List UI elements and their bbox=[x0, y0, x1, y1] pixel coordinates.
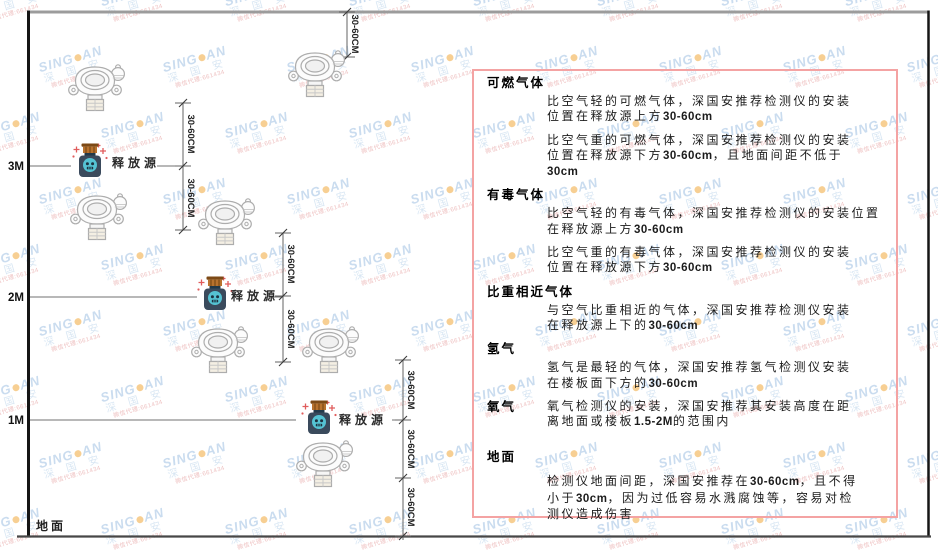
panel-section: 比重相近气体与空气比重相近的气体，深国安推荐检测仪安装 在释放源上下的30-60c… bbox=[474, 284, 896, 335]
section-heading: 有毒气体 bbox=[487, 188, 546, 203]
gas-detector-icon bbox=[288, 50, 345, 98]
info-panel: 可燃气体 比空气轻的可燃气体，深国安推荐检测仪的安装 位置在释放源上方30-60cm… bbox=[472, 69, 898, 521]
dimension-label: 30-60CM bbox=[185, 114, 196, 153]
dimension-label: 30-60CM bbox=[405, 370, 416, 409]
dimension-label: 30-60CM bbox=[285, 309, 296, 348]
section-paragraph: 比空气轻的可燃气体，深国安推荐检测仪的安装 位置在释放源上方30-60cm bbox=[547, 94, 852, 124]
section-paragraph: 比空气轻的有毒气体，深国安推荐检测仪的安装位置 在释放源上方30-60cm bbox=[547, 206, 881, 236]
gas-detector-icon bbox=[70, 193, 128, 241]
section-paragraph: 与空气比重相近的气体，深国安推荐检测仪安装 在释放源上下的30-60cm bbox=[547, 302, 852, 332]
axis-label: 1M bbox=[8, 415, 24, 427]
dimension-line: 30-60CM 30-60CM bbox=[175, 98, 196, 235]
section-heading: 比重相近气体 bbox=[487, 284, 575, 299]
section-paragraph: 比空气重的可燃气体，深国安推荐检测仪的安装 位置在释放源下方30-60cm，且地面… bbox=[547, 132, 852, 179]
gas-detector-icon bbox=[68, 64, 126, 112]
section-heading: 可燃气体 bbox=[487, 76, 546, 90]
ground-label: 地面 bbox=[36, 518, 66, 533]
release-source-icon bbox=[71, 142, 109, 178]
section-paragraph: 比空气重的有毒气体，深国安推荐检测仪的安装 位置在释放源下方30-60cm bbox=[547, 245, 852, 275]
dimension-label: 30-60CM bbox=[405, 487, 416, 526]
release-source-label: 释放源 bbox=[112, 155, 160, 170]
release-source-label: 释放源 bbox=[339, 412, 387, 427]
gas-detector-icon bbox=[302, 326, 359, 374]
section-heading: 地面 bbox=[487, 450, 517, 465]
section-paragraph: 氢气是最轻的气体，深国安推荐氢气检测仪安装 在楼板面下方的30-60cm bbox=[547, 360, 852, 390]
release-source-label: 释放源 bbox=[231, 288, 279, 303]
panel-section: 氢气氢气是最轻的气体，深国安推荐氢气检测仪安装 在楼板面下方的30-60cm bbox=[474, 341, 896, 392]
release-source-icon bbox=[196, 275, 234, 311]
dimension-line: 30-60CM 30-60CM 30-60CM bbox=[395, 355, 416, 541]
dimension-label: 30-60CM bbox=[349, 14, 360, 53]
panel-section: 可燃气体 比空气轻的可燃气体，深国安推荐检测仪的安装 位置在释放源上方30-60cm… bbox=[474, 75, 896, 180]
section-paragraph: 氧气检测仪的安装，深国安推荐其安装高度在距 离地面或楼板1.5-2M的范围内 bbox=[547, 398, 852, 429]
release-source-icon bbox=[300, 399, 338, 435]
dimension-label: 30-60CM bbox=[285, 244, 296, 283]
dimension-line: 30-60CM 30-60CM bbox=[275, 228, 296, 367]
dimension-label: 30-60CM bbox=[185, 178, 196, 217]
panel-section: 氧气 氧气检测仪的安装，深国安推荐其安装高度在距 离地面或楼板1.5-2M的范围内 bbox=[474, 399, 896, 438]
panel-section: 有毒气体 比空气轻的有毒气体，深国安推荐检测仪的安装位置 在释放源上方30-60cm… bbox=[474, 187, 896, 276]
axis-label: 2M bbox=[8, 292, 24, 304]
gas-detector-icon bbox=[191, 326, 248, 374]
section-heading: 氧气 bbox=[487, 399, 517, 414]
gas-detector-icon bbox=[198, 198, 255, 246]
dimension-label: 30-60CM bbox=[405, 429, 416, 468]
dimension-line: 30-60CM bbox=[339, 7, 360, 62]
gas-detector-icon bbox=[296, 440, 353, 488]
axis-label: 3M bbox=[8, 161, 24, 173]
panel-section: 地面检测仪地面间距，深国安推荐在30-60cm，且不得 小于30cm，因为过低容易… bbox=[474, 437, 896, 522]
section-paragraph: 检测仪地面间距，深国安推荐在30-60cm，且不得 小于30cm，因为过低容易水溅… bbox=[547, 474, 858, 522]
installation-height-diagram: 30-60CM30-60CM30-60CM30-60CM30-60CM30-60… bbox=[8, 7, 931, 541]
section-heading: 氢气 bbox=[487, 342, 517, 357]
